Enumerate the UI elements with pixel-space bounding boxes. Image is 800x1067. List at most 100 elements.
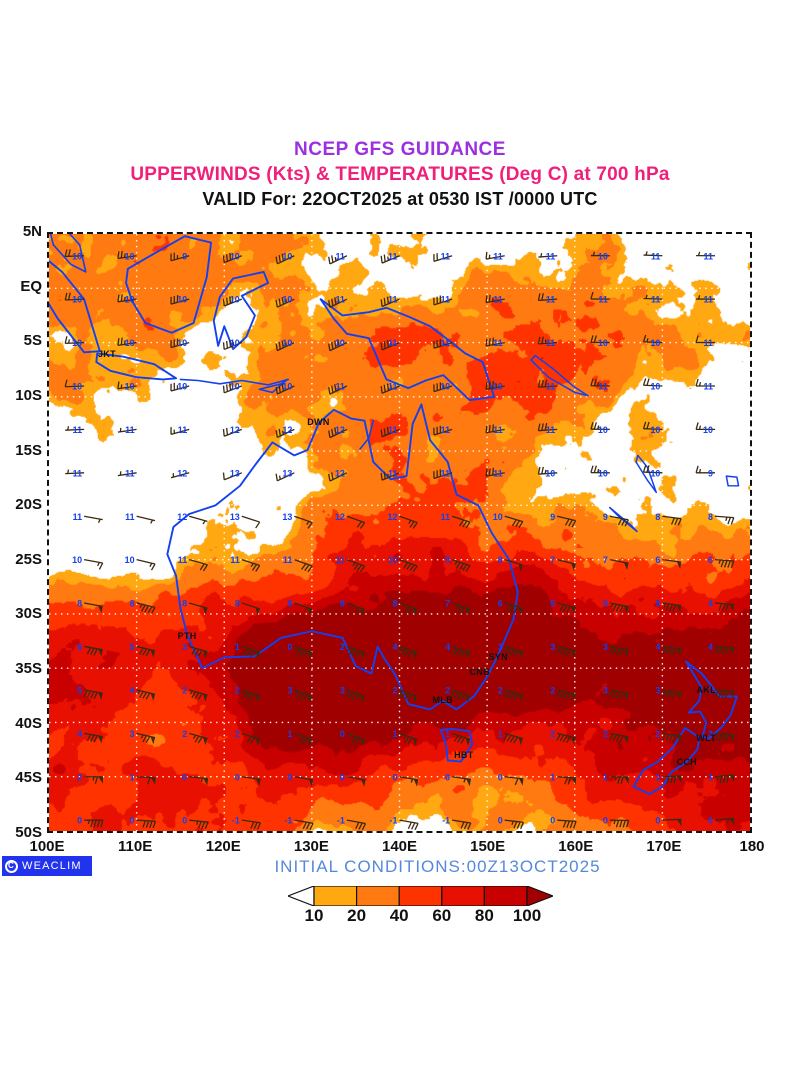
wind-barb bbox=[136, 689, 156, 701]
wind-barb bbox=[451, 559, 471, 572]
station-temperature-label: 8 bbox=[655, 512, 660, 522]
station-temperature-label: 10 bbox=[650, 382, 660, 392]
station-temperature-label: 11 bbox=[125, 425, 134, 435]
wind-barb bbox=[117, 294, 137, 303]
wind-barb bbox=[346, 559, 366, 573]
station-temperature-label: 10 bbox=[282, 338, 292, 348]
station-temperature-label: 2 bbox=[235, 685, 240, 695]
coastline bbox=[359, 419, 375, 450]
wind-barb bbox=[504, 558, 523, 572]
wind-barb bbox=[609, 645, 629, 657]
wind-barb bbox=[380, 254, 400, 264]
colorbar-swatch bbox=[441, 886, 486, 906]
wind-barb bbox=[294, 776, 314, 787]
station-temperature-label: 10 bbox=[72, 251, 82, 261]
station-temperature-label: 3 bbox=[130, 729, 135, 739]
wind-barb bbox=[662, 558, 682, 569]
colorbar bbox=[288, 886, 553, 906]
station-temperature-label: 10 bbox=[125, 295, 135, 305]
wind-barb bbox=[170, 427, 190, 435]
wind-barb bbox=[557, 515, 577, 528]
wind-barb bbox=[504, 776, 524, 786]
station-temperature-label: 11 bbox=[651, 295, 660, 305]
wind-barb bbox=[380, 383, 400, 394]
station-temperature-label: 4 bbox=[708, 642, 713, 652]
station-temperature-label: 4 bbox=[708, 599, 713, 609]
wind-barb bbox=[117, 381, 137, 390]
wind-barb bbox=[433, 469, 453, 480]
wind-barb bbox=[170, 472, 190, 479]
city-label-jkt: JKT bbox=[97, 349, 116, 360]
station-temperature-label: 10 bbox=[545, 468, 555, 478]
wind-barb bbox=[328, 472, 348, 482]
station-temperature-label: 12 bbox=[177, 468, 187, 478]
station-temperature-label: 11 bbox=[230, 555, 239, 565]
wind-barb bbox=[241, 689, 260, 703]
wind-barb bbox=[294, 559, 313, 573]
wind-barb bbox=[241, 819, 262, 830]
station-temperature-label: -1 bbox=[284, 816, 292, 826]
wind-barb bbox=[346, 645, 365, 660]
station-temperature-label: 1 bbox=[393, 729, 398, 739]
wind-barb bbox=[275, 340, 295, 352]
wind-barb bbox=[433, 425, 453, 436]
station-temperature-label: 11 bbox=[388, 338, 397, 348]
wind-barb bbox=[433, 295, 453, 306]
map-plot-area[interactable]: 10 10 9 10 10 11 11 11 11 11 10 11 11 10 10 10 10 10 11 11 1… bbox=[47, 232, 752, 833]
station-temperature-label: 12 bbox=[388, 512, 398, 522]
colorbar-tick-label: 60 bbox=[432, 906, 452, 925]
station-temperature-label: 2 bbox=[445, 685, 450, 695]
wind-barb bbox=[452, 776, 471, 787]
station-temperature-label: 11 bbox=[283, 555, 292, 565]
city-label-wlt: WLT bbox=[696, 732, 717, 743]
station-temperature-label: 1 bbox=[708, 772, 713, 782]
station-temperature-label: 11 bbox=[493, 338, 502, 348]
coastline bbox=[439, 728, 474, 763]
wind-barb bbox=[189, 776, 209, 786]
wind-barb bbox=[136, 732, 156, 745]
wind-barb bbox=[83, 732, 103, 744]
station-temperature-label: 11 bbox=[704, 295, 713, 305]
wind-barb bbox=[609, 558, 629, 570]
x-tick-label: 130E bbox=[293, 838, 329, 855]
x-tick-label: 150E bbox=[470, 838, 506, 855]
station-temperature-label: 2 bbox=[182, 729, 187, 739]
wind-barb bbox=[557, 819, 577, 829]
wind-barb bbox=[503, 732, 523, 746]
station-temperature-label: 1 bbox=[287, 729, 292, 739]
wind-barb bbox=[117, 471, 137, 477]
wind-barb bbox=[84, 776, 103, 784]
wind-barb bbox=[346, 819, 367, 831]
wind-barb bbox=[399, 602, 418, 616]
station-temperature-label: 11 bbox=[546, 251, 555, 261]
wind-barb bbox=[537, 466, 558, 475]
wind-barb bbox=[136, 515, 156, 524]
wind-barb bbox=[450, 645, 471, 660]
station-temperature-label: 11 bbox=[493, 251, 502, 261]
station-temperature-label: 10 bbox=[230, 295, 240, 305]
station-temperature-label: 1 bbox=[655, 772, 660, 782]
station-temperature-label: 13 bbox=[282, 512, 292, 522]
wind-barb bbox=[399, 776, 419, 787]
wind-barb bbox=[714, 774, 735, 784]
y-tick-label: 25S bbox=[15, 550, 42, 568]
wind-barb bbox=[399, 559, 418, 573]
y-tick-label: 30S bbox=[15, 605, 42, 623]
station-temperature-label: 0 bbox=[655, 816, 660, 826]
wind-barb bbox=[136, 819, 157, 829]
weaclim-logo-badge[interactable]: C WEACLIM bbox=[2, 856, 92, 876]
wind-barb bbox=[64, 249, 85, 258]
station-temperature-label: 3 bbox=[708, 729, 713, 739]
wind-barb bbox=[275, 297, 295, 308]
wind-barb bbox=[83, 515, 103, 523]
station-temperature-label: 9 bbox=[445, 555, 450, 565]
station-temperature-label: 0 bbox=[393, 772, 398, 782]
station-temperature-label: 0 bbox=[287, 642, 292, 652]
wind-barb bbox=[189, 645, 208, 659]
station-temperature-label: 11 bbox=[388, 425, 397, 435]
wind-barb bbox=[485, 380, 505, 391]
wind-barb bbox=[504, 602, 523, 616]
station-temperature-label: 11 bbox=[546, 382, 555, 392]
wind-barb bbox=[397, 645, 418, 660]
x-tick-label: 180 bbox=[739, 838, 765, 855]
